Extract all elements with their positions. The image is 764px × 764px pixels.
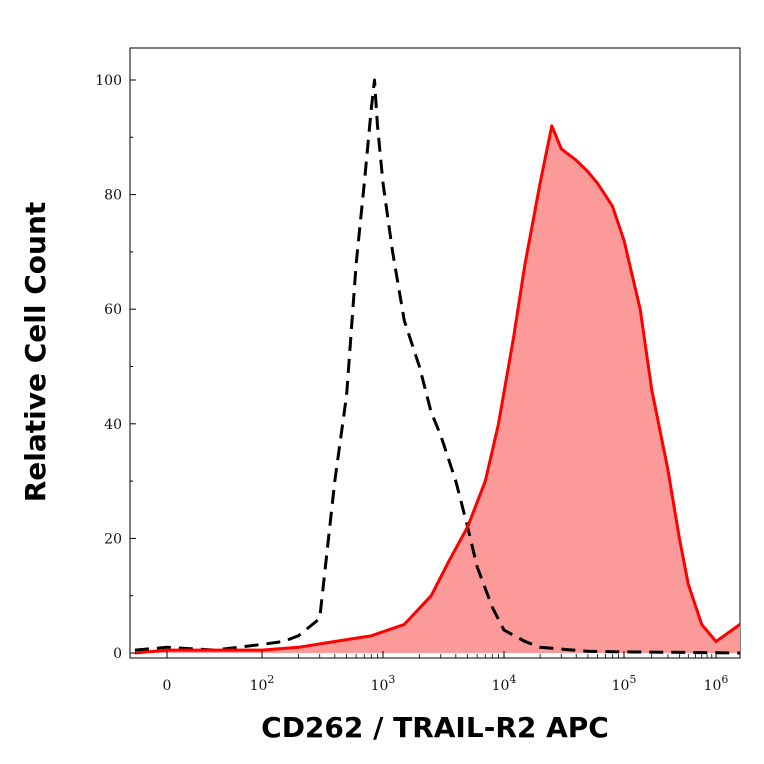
x-tick-label: 102: [250, 673, 275, 694]
series-fills: [135, 125, 740, 654]
series-2-fill: [135, 125, 740, 654]
y-axis-ticks: 0 20 40 60 80 100: [95, 73, 136, 662]
x-axis-ticks: 0 102 103 104 105 106: [163, 651, 729, 694]
y-tick-label: 60: [104, 302, 122, 318]
x-tick-label: 0: [163, 678, 172, 694]
y-tick-label: 0: [113, 646, 122, 662]
y-tick-label: 20: [104, 531, 122, 547]
y-tick-label: 80: [104, 188, 122, 204]
x-tick-label: 104: [492, 673, 517, 694]
series-1-line: [134, 78, 741, 655]
x-axis-title: CD262 / TRAIL-R2 APC: [261, 711, 609, 744]
y-tick-label: 100: [95, 73, 122, 89]
y-tick-label: 40: [104, 417, 122, 433]
series-2-line: [134, 124, 741, 655]
x-tick-label: 106: [704, 673, 729, 694]
plot-frame: [129, 47, 741, 659]
x-tick-label: 103: [371, 673, 396, 694]
y-axis-title: Relative Cell Count: [19, 202, 52, 503]
x-tick-label: 105: [612, 673, 637, 694]
series-lines: [134, 78, 741, 655]
